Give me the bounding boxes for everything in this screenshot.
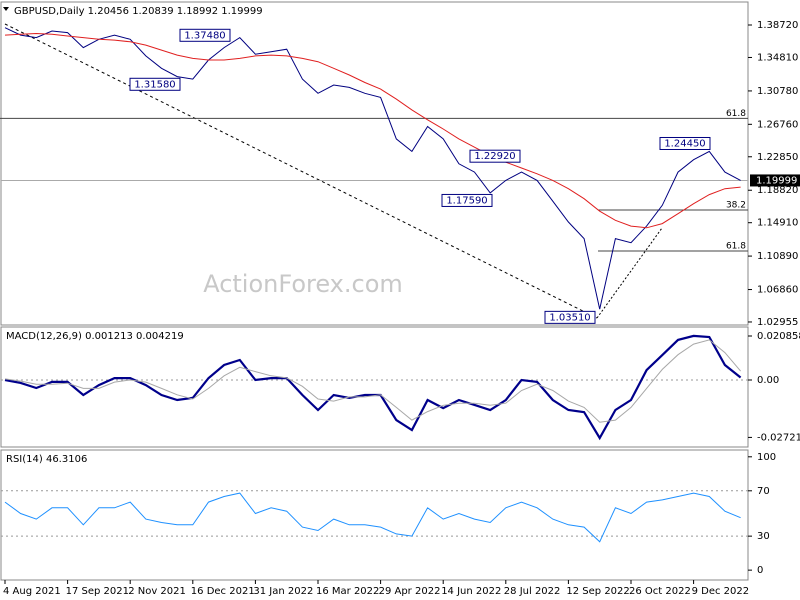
title-arrow — [3, 7, 9, 11]
y-tick-label: 1.34810 — [757, 52, 798, 63]
trend-line — [4, 23, 598, 319]
last-price-label: 1.19999 — [756, 175, 797, 186]
pane-title: MACD(12,26,9) 0.001213 0.004219 — [6, 331, 184, 342]
last-price-box — [750, 174, 800, 187]
y-tick-label: 1.10890 — [757, 251, 798, 262]
watermark: ActionForex.com — [203, 270, 403, 298]
pane-title: RSI(14) 46.3106 — [6, 454, 87, 465]
series-line — [4, 492, 741, 543]
x-tick-label: 29 Apr 2022 — [379, 586, 441, 597]
y-tick-label: 1.14910 — [757, 218, 798, 229]
y-tick-label: 1.18820 — [757, 185, 798, 196]
level-label: 61.8 — [726, 242, 746, 252]
y-tick-label: 1.02955 — [757, 317, 798, 328]
price-annotation: 1.31580 — [134, 79, 175, 90]
series-line — [4, 32, 741, 229]
x-tick-label: 16 Mar 2022 — [316, 586, 379, 597]
y-tick-label: 1.22850 — [757, 152, 798, 163]
price-annotation-box — [544, 310, 596, 324]
y-tick-label: 100 — [757, 452, 776, 463]
pane-frame — [0, 1, 749, 326]
price-annotation-box — [129, 77, 181, 91]
level-label: 38.2 — [726, 200, 746, 210]
y-tick-label: 30 — [757, 531, 770, 542]
y-tick-label: -0.027213 — [757, 432, 800, 443]
series-line — [4, 339, 741, 423]
y-tick-label: 0 — [757, 565, 763, 576]
pane-title: GBPUSD,Daily 1.20456 1.20839 1.18992 1.1… — [14, 6, 263, 17]
price-annotation: 1.37480 — [184, 30, 225, 41]
pane-frame — [0, 449, 749, 581]
level-label: 61.8 — [726, 109, 746, 119]
series-line — [4, 27, 741, 310]
price-annotation-box — [441, 193, 493, 207]
x-tick-label: 28 Jul 2022 — [504, 586, 561, 597]
y-tick-label: 0.020858 — [757, 331, 800, 342]
x-tick-label: 14 Jun 2022 — [441, 586, 501, 597]
price-annotation: 1.24450 — [664, 138, 705, 149]
y-tick-label: 1.30780 — [757, 86, 798, 97]
y-tick-label: 1.06860 — [757, 285, 798, 296]
x-tick-label: 9 Dec 2022 — [692, 586, 750, 597]
x-tick-label: 31 Jan 2022 — [253, 586, 313, 597]
price-annotation: 1.17590 — [446, 195, 487, 206]
price-annotation: 1.03510 — [549, 312, 590, 323]
x-tick-label: 17 Sep 2021 — [66, 586, 129, 597]
pane-frame — [0, 326, 749, 448]
y-tick-label: 0.00 — [757, 375, 779, 386]
x-tick-label: 4 Aug 2021 — [3, 586, 61, 597]
series-line — [4, 334, 742, 441]
price-annotation: 1.22920 — [474, 151, 515, 162]
price-annotation-box — [179, 28, 231, 42]
trend-line — [596, 227, 663, 319]
price-annotation-box — [659, 136, 711, 150]
x-tick-label: 2 Nov 2021 — [128, 586, 186, 597]
y-tick-label: 1.26760 — [757, 119, 798, 130]
y-tick-label: 1.38720 — [757, 20, 798, 31]
x-tick-label: 16 Dec 2021 — [191, 586, 255, 597]
y-tick-label: 70 — [757, 486, 770, 497]
x-tick-label: 26 Oct 2022 — [629, 586, 691, 597]
price-annotation-box — [469, 149, 521, 163]
x-tick-label: 12 Sep 2022 — [566, 586, 629, 597]
